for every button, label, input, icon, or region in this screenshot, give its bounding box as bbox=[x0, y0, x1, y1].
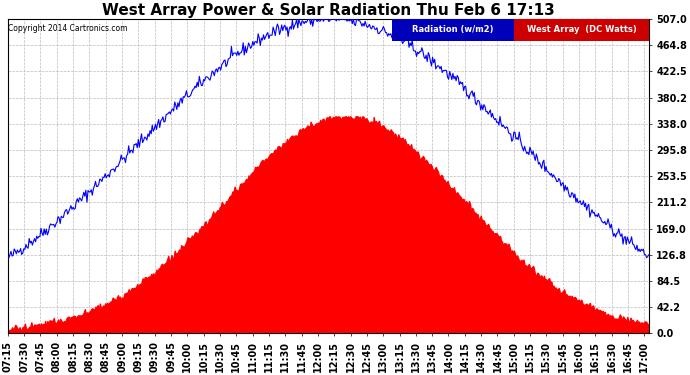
Text: Radiation (w/m2): Radiation (w/m2) bbox=[413, 26, 494, 34]
Text: Copyright 2014 Cartronics.com: Copyright 2014 Cartronics.com bbox=[8, 24, 128, 33]
FancyBboxPatch shape bbox=[393, 19, 514, 41]
Text: West Array  (DC Watts): West Array (DC Watts) bbox=[526, 26, 636, 34]
Title: West Array Power & Solar Radiation Thu Feb 6 17:13: West Array Power & Solar Radiation Thu F… bbox=[102, 3, 555, 18]
FancyBboxPatch shape bbox=[514, 19, 649, 41]
